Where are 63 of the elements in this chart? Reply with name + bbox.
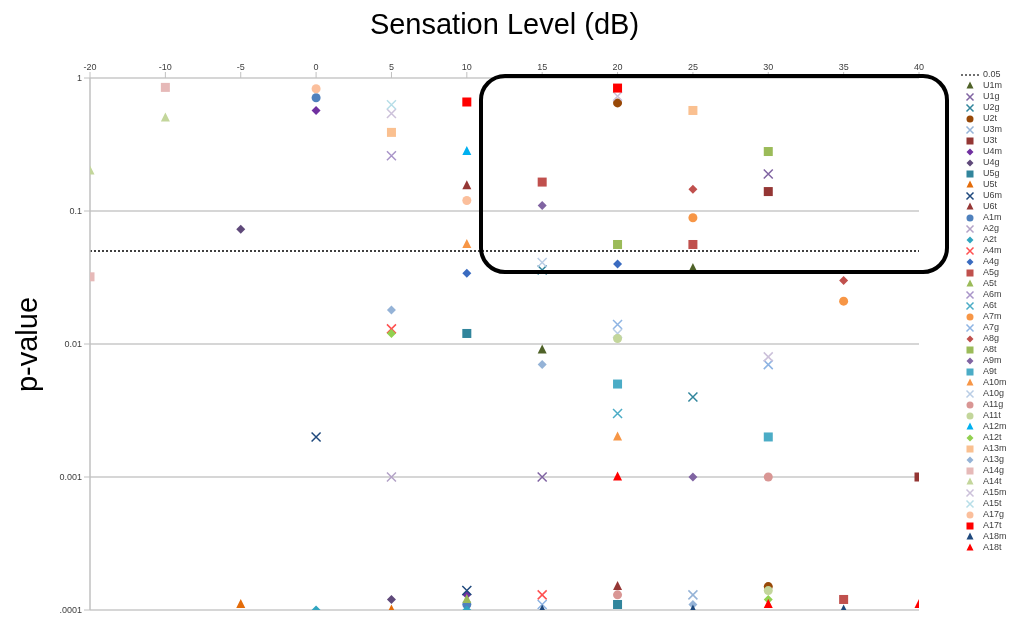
legend-label: U6m <box>983 190 1003 201</box>
legend-label: A9t <box>983 366 997 377</box>
x-tick-label: 35 <box>838 62 849 72</box>
legend-label: A9m <box>983 355 1002 366</box>
y-tick-label: .0001 <box>59 605 82 616</box>
x-axis-title: Sensation Level (dB) <box>368 8 641 41</box>
legend-label: U4m <box>983 146 1003 157</box>
legend-label: A14g <box>983 465 1005 476</box>
legend-label: A13g <box>983 454 1005 465</box>
y-tick-label: 0.1 <box>69 206 82 217</box>
legend-label: A10m <box>983 377 1007 388</box>
legend-label: U1g <box>983 91 1000 102</box>
x-tick-label: 0 <box>313 62 319 72</box>
y-tick-label: 0.01 <box>64 339 82 350</box>
legend-label: A12m <box>983 421 1007 432</box>
x-tick-label: 15 <box>537 62 548 72</box>
legend-label: A11t <box>983 410 1001 421</box>
legend-label: U3m <box>983 124 1003 135</box>
y-tick-label: 0.001 <box>59 472 82 483</box>
x-tick-label: 25 <box>687 62 698 72</box>
legend-label: U2t <box>983 113 998 124</box>
legend-label: U4g <box>983 157 1000 168</box>
legend-label: A7g <box>983 322 1000 333</box>
x-tick-label: -5 <box>236 62 245 72</box>
legend-label: U3t <box>983 135 998 146</box>
legend-label: A2g <box>983 223 1000 234</box>
legend-label: 0.05 <box>983 69 1001 80</box>
legend-label: A8t <box>983 344 997 355</box>
legend-label: A6t <box>983 300 997 311</box>
legend-label: A12t <box>983 432 1002 443</box>
legend-label: A15t <box>983 498 1002 509</box>
legend-label: A1m <box>983 212 1002 223</box>
x-tick-label: 30 <box>763 62 774 72</box>
x-tick-label: -10 <box>158 62 172 72</box>
legend-label: A13m <box>983 443 1007 454</box>
legend-label: U2g <box>983 102 1000 113</box>
legend-label: A17t <box>983 520 1002 531</box>
x-tick-label: 40 <box>913 62 925 72</box>
y-axis-title: p-value <box>11 296 45 392</box>
x-tick-label: 10 <box>461 62 472 72</box>
legend-label: A18m <box>983 531 1007 542</box>
legend-label: A15m <box>983 487 1007 498</box>
legend-label: U1m <box>983 80 1003 91</box>
legend-label: U6t <box>983 201 998 212</box>
legend-label: A4m <box>983 245 1002 256</box>
legend-label: A6m <box>983 289 1002 300</box>
legend-label: A11g <box>983 399 1004 410</box>
legend-label: A17g <box>983 509 1005 520</box>
legend-label: A2t <box>983 234 997 245</box>
x-tick-label: 20 <box>612 62 623 72</box>
legend-label: A14t <box>983 476 1002 487</box>
legend-label: A10g <box>983 388 1005 399</box>
x-tick-label: 5 <box>388 62 394 72</box>
legend-label: A18t <box>983 542 1002 553</box>
legend-label: U5t <box>983 179 998 190</box>
legend-label: A7m <box>983 311 1002 322</box>
legend-label: A4g <box>983 256 1000 267</box>
legend-label: A5t <box>983 278 997 289</box>
legend-label: A5g <box>983 267 1000 278</box>
y-tick-label: 1 <box>76 73 82 84</box>
legend-label: A8g <box>983 333 1000 344</box>
legend-label: U5g <box>983 168 1000 179</box>
x-tick-label: -20 <box>83 62 97 72</box>
